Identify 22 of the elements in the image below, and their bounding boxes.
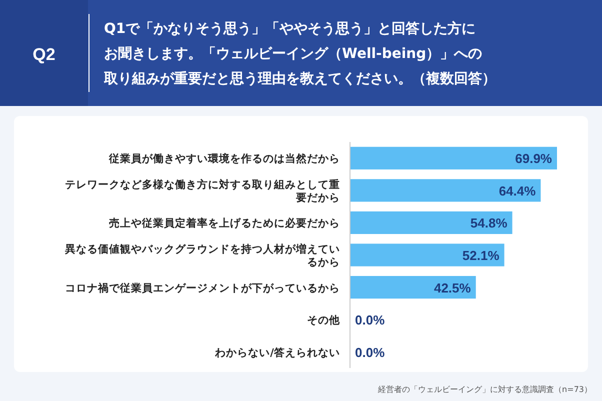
data-label: 54.8% bbox=[470, 216, 508, 231]
data-label: 52.1% bbox=[462, 248, 500, 263]
data-label: 0.0% bbox=[355, 344, 386, 360]
y-tick-label: わからない/答えられない bbox=[214, 346, 340, 359]
text: Q2 bbox=[32, 45, 56, 64]
data-label: 69.9% bbox=[515, 151, 552, 166]
y-tick-label: 従業員が働きやすい環境を作るのは当然だから bbox=[108, 152, 340, 166]
y-tick-label: テレワークなど多様な働き方に対する取り組みとして重要だから bbox=[65, 178, 340, 204]
data-label: 64.4% bbox=[498, 183, 536, 198]
y-tick-label: その他 bbox=[307, 314, 341, 327]
bar bbox=[350, 146, 557, 170]
chart-title: Q1で「かなりそう思う」「ややそう思う」と回答した方にお聞きします。「ウェルビーイング（Well-being）」への取り組みが重要だと思う理由を教えてください。（複数回答） bbox=[103, 20, 496, 87]
y-tick-label: 売上や従業員定着率を上げるために必要だから bbox=[109, 216, 340, 230]
text: 経営者の「ウェルビーイング」に対する意識調査（n=73） bbox=[377, 385, 592, 394]
data-label: 42.5% bbox=[434, 280, 472, 296]
bar bbox=[350, 276, 476, 299]
data-label: 0.0% bbox=[355, 312, 386, 328]
y-tick-label: 異なる価値観やバックグラウンドを持つ人材が増えているから bbox=[64, 242, 340, 268]
y-tick-label: コロナ禍で従業員エンゲージメントが下がっているから bbox=[65, 281, 340, 294]
bar bbox=[350, 179, 541, 202]
bar bbox=[350, 211, 512, 234]
bar bbox=[350, 244, 504, 266]
